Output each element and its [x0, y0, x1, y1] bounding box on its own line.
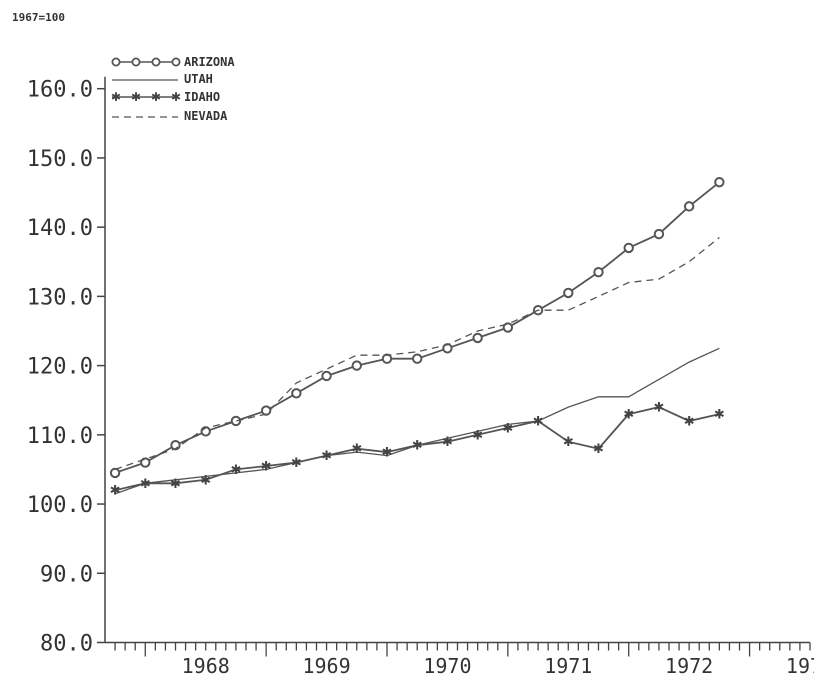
- point-arizona: [593, 266, 604, 278]
- point-idaho: ✱: [593, 442, 604, 457]
- point-arizona: [502, 322, 514, 333]
- point-arizona: [381, 353, 393, 364]
- legend-symbol-idaho: ✱ ✱ ✱ ✱: [111, 90, 181, 104]
- y-tick-label: 80.0: [40, 632, 93, 657]
- x-tick-label: 1970: [423, 654, 471, 678]
- point-idaho: ✱: [502, 421, 513, 436]
- y-tick-label: 90.0: [40, 562, 93, 587]
- point-arizona: [714, 176, 725, 188]
- point-arizona: [351, 360, 362, 371]
- point-idaho: ✱: [110, 484, 121, 499]
- point-idaho: ✱: [321, 449, 332, 464]
- point-arizona: [291, 388, 302, 399]
- point-idaho: ✱: [200, 473, 211, 488]
- point-idaho: ✱: [261, 459, 272, 474]
- point-arizona: [412, 353, 423, 364]
- svg-text:✱: ✱: [111, 90, 121, 104]
- point-idaho: ✱: [412, 439, 423, 454]
- point-idaho: ✱: [653, 401, 664, 416]
- x-tick-label: 1968: [182, 654, 230, 678]
- point-idaho: ✱: [442, 435, 453, 450]
- legend-label-idaho: IDAHO: [184, 90, 220, 104]
- y-tick-label: 150.0: [27, 147, 93, 172]
- legend-label-nevada: NEVADA: [184, 109, 228, 123]
- point-arizona: [683, 201, 695, 212]
- svg-text:✱: ✱: [171, 90, 181, 104]
- svg-text:✱: ✱: [131, 90, 141, 104]
- axes: 80.0 90.0 100.0 110.0 120.0 130.0 140.0 150.0 16…: [27, 76, 814, 678]
- series-idaho: ✱ ✱ ✱ ✱ ✱ ✱ ✱ ✱ ✱ ✱ ✱ ✱ ✱ ✱ ✱ ✱ ✱ ✱ ✱ ✱ ✱: [110, 401, 725, 499]
- point-idaho: ✱: [140, 477, 151, 492]
- x-tick-label: 1971: [544, 654, 592, 678]
- y-tick-label: 120.0: [27, 355, 93, 380]
- y-tick-label: 140.0: [27, 216, 93, 241]
- point-idaho: ✱: [230, 463, 241, 478]
- base-year-label: 1967=100: [12, 11, 65, 24]
- svg-text:✱: ✱: [151, 90, 161, 104]
- legend: ARIZONA UTAH ✱ ✱ ✱ ✱ IDAHO NEVADA: [111, 55, 235, 123]
- series-line-nevada: [114, 236, 720, 471]
- point-idaho: ✱: [170, 477, 181, 492]
- y-tick-label: 110.0: [27, 424, 93, 449]
- point-idaho: ✱: [472, 428, 483, 443]
- legend-label-utah: UTAH: [184, 72, 213, 86]
- point-arizona: [472, 332, 483, 344]
- point-arizona: [230, 415, 242, 427]
- point-idaho: ✱: [563, 435, 574, 450]
- point-arizona: [563, 287, 574, 299]
- point-arizona: [109, 467, 121, 479]
- series-nevada: [114, 236, 720, 471]
- point-idaho: ✱: [684, 414, 695, 429]
- x-tick-label: 1972: [665, 654, 713, 678]
- point-idaho: ✱: [291, 456, 302, 471]
- point-idaho: ✱: [533, 414, 544, 429]
- point-arizona: [653, 228, 665, 240]
- x-tick-label: 1973: [786, 654, 814, 678]
- series-arizona: [109, 176, 725, 479]
- y-tick-label: 130.0: [27, 285, 93, 310]
- point-arizona: [260, 405, 272, 416]
- series-line-idaho: [114, 406, 720, 492]
- point-arizona: [623, 242, 634, 254]
- point-idaho: ✱: [351, 442, 362, 457]
- y-tick-label: 100.0: [27, 493, 93, 518]
- y-tick-label: 160.0: [27, 78, 93, 103]
- plot-area: ✱ ✱ ✱ ✱ ✱ ✱ ✱ ✱ ✱ ✱ ✱ ✱ ✱ ✱ ✱ ✱ ✱ ✱ ✱ ✱ ✱: [109, 176, 725, 499]
- point-idaho: ✱: [714, 408, 725, 423]
- legend-symbol-arizona: [111, 57, 181, 67]
- x-tick-label: 1969: [302, 654, 350, 678]
- point-arizona: [321, 370, 332, 382]
- legend-label-arizona: ARIZONA: [184, 55, 235, 69]
- point-idaho: ✱: [623, 408, 634, 423]
- point-idaho: ✱: [382, 446, 393, 461]
